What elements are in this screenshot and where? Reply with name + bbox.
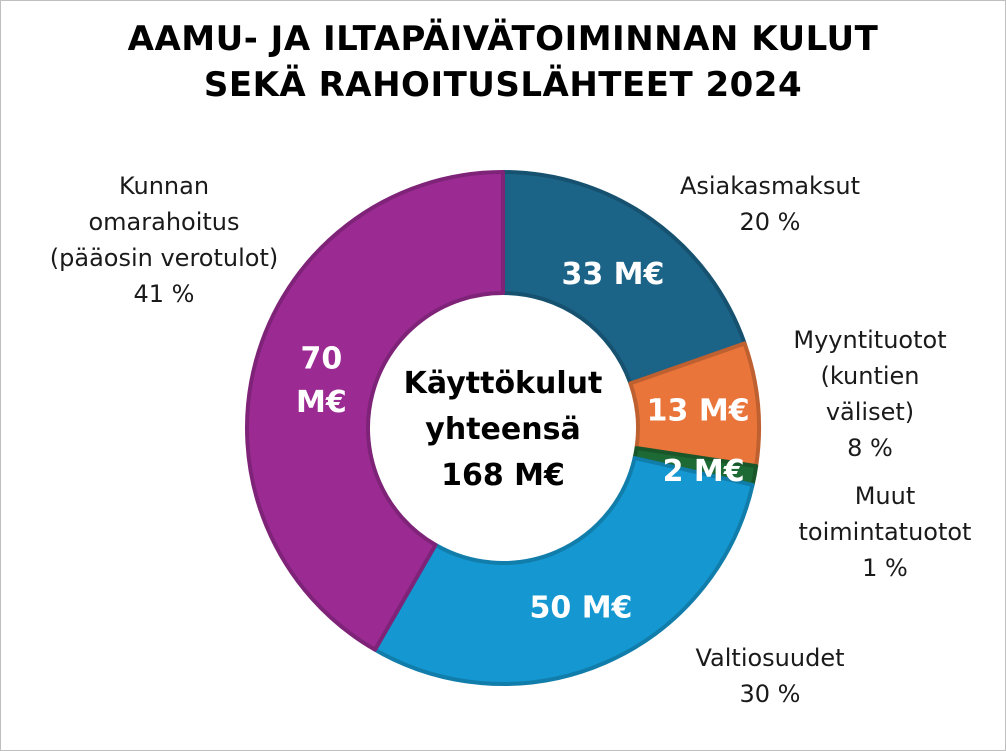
label-asiakasmaksut-name: Asiakasmaksut	[679, 172, 861, 200]
label-myyntituotot-line2: (kuntien	[820, 362, 920, 390]
label-myyntituotot-line1: Myyntituotot	[793, 326, 947, 354]
label-muut-toimintatuotot: Muut toimintatuotot 1 %	[760, 478, 1006, 586]
label-myyntituotot-percent: 8 %	[847, 434, 893, 462]
label-kunnan-line1: Kunnan	[118, 172, 210, 200]
slice-kunnan	[245, 170, 505, 652]
slice-valtiosuudet	[373, 456, 755, 686]
label-valtiosuudet: Valtiosuudet 30 %	[650, 640, 890, 712]
value-label-valtiosuudet: 50 M€	[530, 591, 633, 626]
label-valtiosuudet-percent: 30 %	[739, 680, 801, 708]
label-asiakasmaksut-percent: 20 %	[739, 208, 801, 236]
label-muut-percent: 1 %	[862, 554, 908, 582]
label-kunnan-percent: 41 %	[133, 280, 195, 308]
label-kunnan-line3: (pääosin verotulot)	[49, 244, 279, 272]
slice-asiakasmaksut	[501, 170, 747, 386]
label-myyntituotot: Myyntituotot (kuntien väliset) 8 %	[760, 322, 980, 466]
value-label-myyntituotot: 13 M€	[647, 394, 750, 429]
label-kunnan-omarahoitus: Kunnan omarahoitus (pääosin verotulot) 4…	[14, 168, 314, 312]
chart-title-line1: AAMU- JA ILTAPÄIVÄTOIMINNAN KULUT	[127, 19, 879, 59]
label-muut-line1: Muut	[854, 482, 916, 510]
label-valtiosuudet-name: Valtiosuudet	[695, 644, 845, 672]
value-label-kunnan: 70 M€	[296, 341, 347, 420]
label-asiakasmaksut: Asiakasmaksut 20 %	[640, 168, 900, 240]
value-label-muut: 2 M€	[663, 454, 745, 489]
label-myyntituotot-line3: väliset)	[825, 398, 915, 426]
chart-title-line2: SEKÄ RAHOITUSLÄHTEET 2024	[203, 65, 803, 105]
label-muut-line2: toimintatuotot	[798, 518, 972, 546]
center-label: Käyttökulut yhteensä 168 M€	[404, 366, 603, 493]
label-kunnan-line2: omarahoitus	[88, 208, 240, 236]
chart-title: AAMU- JA ILTAPÄIVÄTOIMINNAN KULUT SEKÄ R…	[0, 16, 1006, 108]
value-label-asiakasmaksut: 33 M€	[561, 257, 664, 292]
